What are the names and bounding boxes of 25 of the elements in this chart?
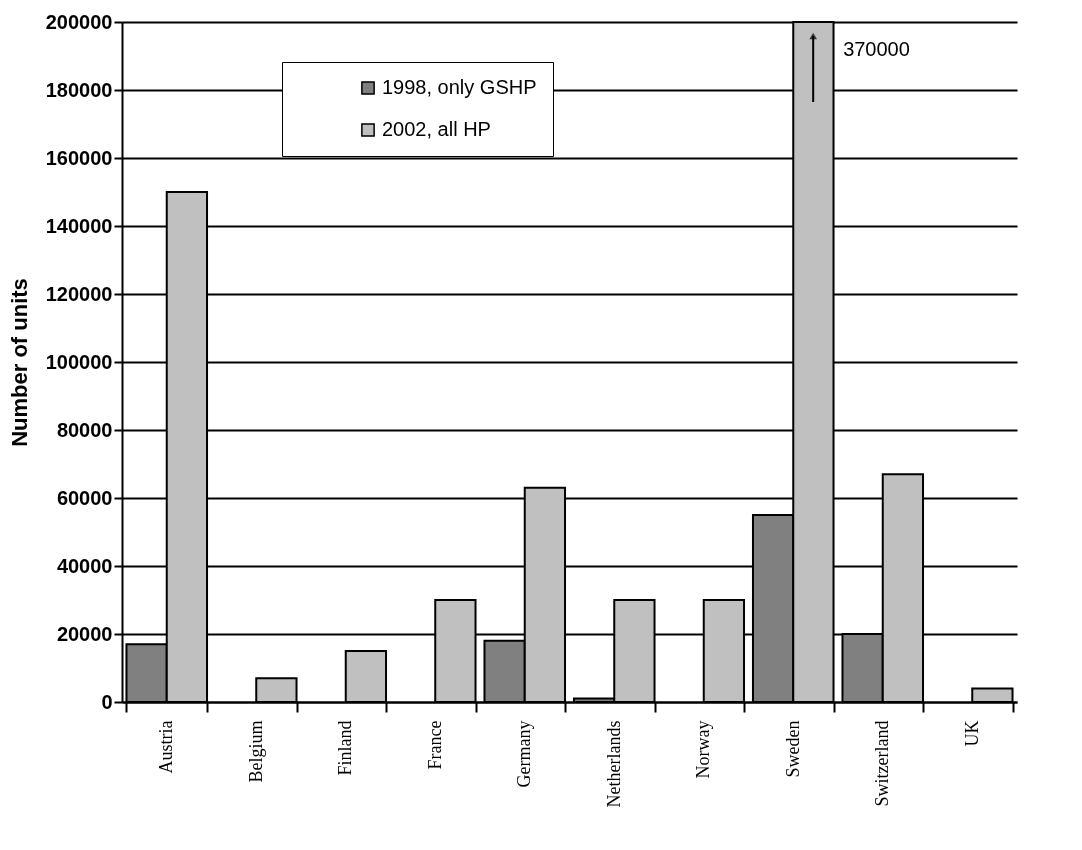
- y-tick-label: 140000: [45, 214, 113, 237]
- y-axis-title: Number of units: [6, 278, 32, 447]
- y-tick-label: 80000: [56, 418, 113, 441]
- x-tick-label: Norway: [693, 720, 714, 779]
- y-tick-label: 0: [101, 690, 113, 713]
- x-tick-label: Belgium: [245, 720, 266, 783]
- x-tick-label: Switzerland: [872, 720, 893, 807]
- y-tick-label: 60000: [56, 486, 113, 509]
- x-tick-label: Sweden: [782, 720, 803, 778]
- x-tick-label: Austria: [156, 720, 177, 774]
- y-tick-label: 20000: [56, 622, 113, 645]
- x-tick-label: Netherlands: [603, 720, 624, 808]
- x-tick-label: UK: [961, 720, 982, 747]
- legend-label: 1998, only GSHP: [382, 76, 537, 98]
- y-tick-label: 120000: [45, 282, 113, 305]
- x-tick-label: Germany: [514, 720, 535, 788]
- y-tick-label: 40000: [56, 554, 113, 577]
- legend-label: 2002, all HP: [382, 118, 491, 140]
- x-tick-label: Finland: [335, 720, 356, 776]
- x-tick-label: France: [424, 720, 445, 770]
- y-tick-label: 100000: [45, 350, 113, 373]
- y-tick-label: 200000: [45, 10, 113, 33]
- annotation: 370000: [843, 38, 910, 60]
- y-tick-label: 180000: [45, 78, 113, 101]
- y-tick-label: 160000: [45, 146, 113, 169]
